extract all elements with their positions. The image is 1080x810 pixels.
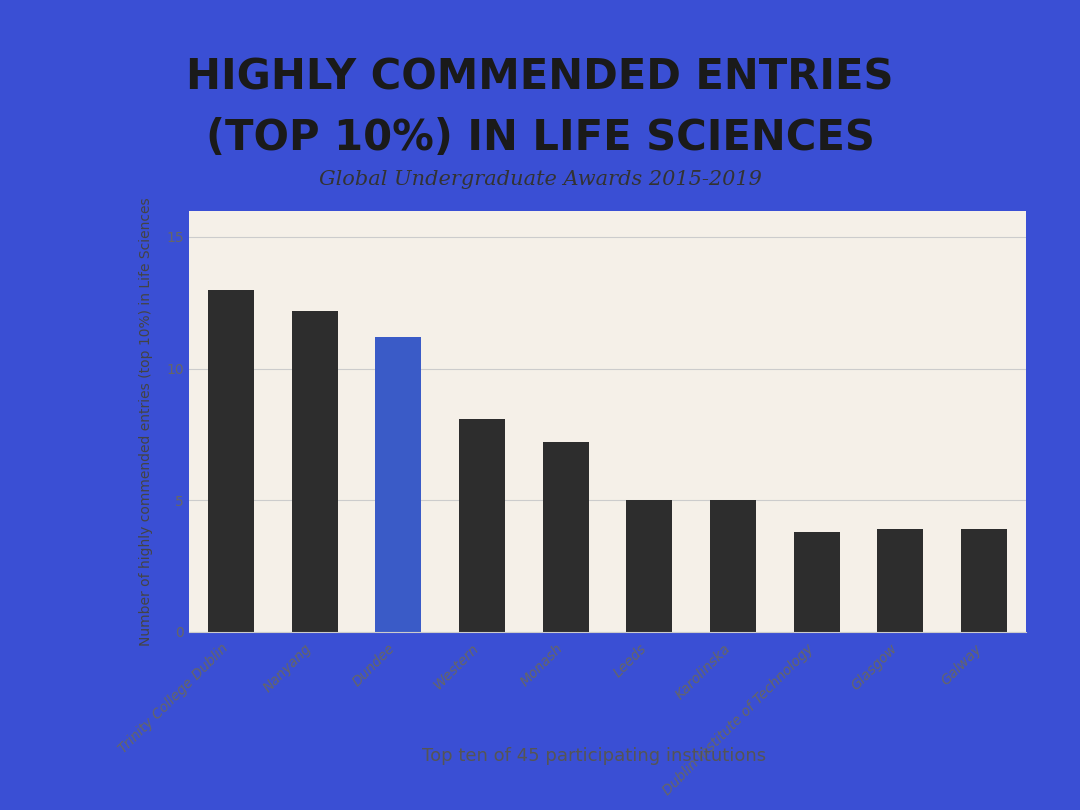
Bar [459,419,505,632]
Text: HIGHLY COMMENDED ENTRIES: HIGHLY COMMENDED ENTRIES [186,57,894,99]
Bar [877,529,923,632]
Bar [292,311,338,632]
Text: Top ten of 45 participating institutions: Top ten of 45 participating institutions [422,748,766,765]
Bar [626,501,673,632]
Bar [710,501,756,632]
Text: Global Undergraduate Awards 2015-2019: Global Undergraduate Awards 2015-2019 [319,170,761,189]
Y-axis label: Number of highly commended entries (top 10%) in Life Sciences: Number of highly commended entries (top … [138,197,152,646]
Bar [961,529,1008,632]
Bar [207,290,254,632]
Bar [542,442,589,632]
Bar [794,531,840,632]
Bar [375,337,421,632]
Text: (TOP 10%) IN LIFE SCIENCES: (TOP 10%) IN LIFE SCIENCES [205,117,875,160]
